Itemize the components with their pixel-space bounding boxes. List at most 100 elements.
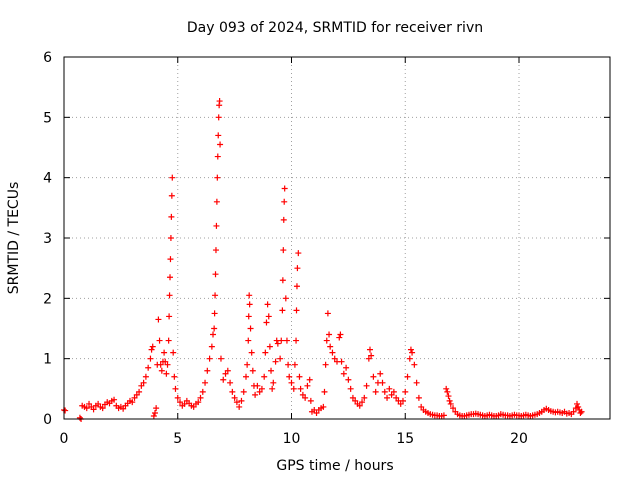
data-point — [213, 198, 220, 205]
data-point — [299, 391, 306, 398]
data-point — [131, 394, 138, 401]
data-point — [264, 301, 271, 308]
data-point — [120, 405, 127, 412]
data-point — [158, 367, 165, 374]
data-point — [397, 400, 404, 407]
data-point — [210, 331, 217, 338]
data-point — [295, 250, 302, 257]
data-point — [447, 400, 454, 407]
data-point — [152, 409, 158, 416]
data-point — [443, 385, 450, 392]
data-point — [356, 402, 363, 409]
data-point — [199, 388, 206, 395]
data-point — [197, 394, 204, 401]
data-point — [256, 388, 263, 395]
data-point — [213, 222, 220, 229]
data-point — [95, 400, 102, 407]
data-point — [320, 403, 327, 410]
data-point — [343, 364, 350, 371]
data-point — [329, 349, 336, 356]
x-axis-label: GPS time / hours — [276, 458, 393, 474]
data-point — [147, 355, 154, 362]
data-point — [347, 385, 354, 392]
data-point — [340, 370, 347, 377]
chart-title: Day 093 of 2024, SRMTID for receiver riv… — [187, 20, 483, 36]
data-point — [167, 274, 174, 281]
data-point — [277, 355, 284, 362]
data-point — [155, 316, 162, 323]
data-point — [411, 361, 418, 368]
data-point — [247, 325, 254, 332]
data-point — [142, 373, 149, 380]
x-tick-label: 15 — [396, 431, 414, 447]
data-point — [136, 388, 143, 395]
data-point — [249, 367, 256, 374]
data-point — [370, 373, 377, 380]
data-point — [168, 213, 175, 220]
data-point — [304, 382, 311, 389]
data-point — [156, 337, 163, 344]
data-point — [99, 405, 106, 412]
data-point — [272, 358, 279, 365]
data-point — [286, 373, 293, 380]
data-point — [164, 361, 171, 368]
data-point — [446, 397, 453, 404]
data-point — [450, 405, 457, 412]
data-point — [415, 394, 422, 401]
data-point — [282, 295, 289, 302]
data-point — [336, 334, 343, 341]
data-point — [153, 405, 160, 412]
data-point — [168, 192, 175, 199]
data-point — [148, 346, 155, 353]
data-point — [297, 385, 304, 392]
data-point — [206, 355, 213, 362]
data-point — [352, 397, 359, 404]
data-point — [390, 388, 397, 395]
data-point — [291, 361, 298, 368]
data-point — [293, 307, 300, 314]
data-point — [268, 367, 275, 374]
data-point — [238, 397, 245, 404]
data-point — [248, 349, 255, 356]
data-point — [368, 352, 375, 359]
data-point — [279, 277, 286, 284]
data-point — [229, 388, 236, 395]
data-point — [365, 355, 372, 362]
data-point — [236, 403, 243, 410]
data-point — [444, 388, 451, 395]
data-point — [212, 247, 219, 254]
data-point — [140, 379, 147, 386]
data-point — [220, 376, 227, 383]
data-point — [145, 364, 152, 371]
data-point — [323, 337, 330, 344]
data-point — [245, 337, 252, 344]
data-point — [294, 265, 301, 272]
data-point — [246, 292, 253, 299]
data-point — [211, 325, 218, 332]
data-point — [293, 337, 300, 344]
data-point — [211, 310, 218, 317]
data-point — [404, 373, 411, 380]
data-point — [280, 247, 287, 254]
data-point — [214, 174, 221, 181]
data-point — [361, 394, 368, 401]
data-point — [172, 385, 179, 392]
data-point — [381, 388, 388, 395]
data-point — [418, 403, 425, 410]
data-point — [150, 412, 157, 419]
data-point — [233, 399, 240, 406]
data-point — [111, 396, 118, 403]
data-point — [149, 343, 156, 350]
data-point — [409, 349, 416, 356]
data-point — [266, 343, 273, 350]
plot-frame — [63, 56, 611, 420]
data-point — [263, 319, 270, 326]
data-point — [575, 403, 582, 410]
data-point — [215, 114, 222, 121]
data-point — [366, 346, 373, 353]
data-point — [171, 373, 178, 380]
data-point — [165, 337, 172, 344]
data-point — [181, 400, 188, 407]
data-point — [215, 132, 222, 139]
y-tick-label: 5 — [43, 110, 52, 126]
